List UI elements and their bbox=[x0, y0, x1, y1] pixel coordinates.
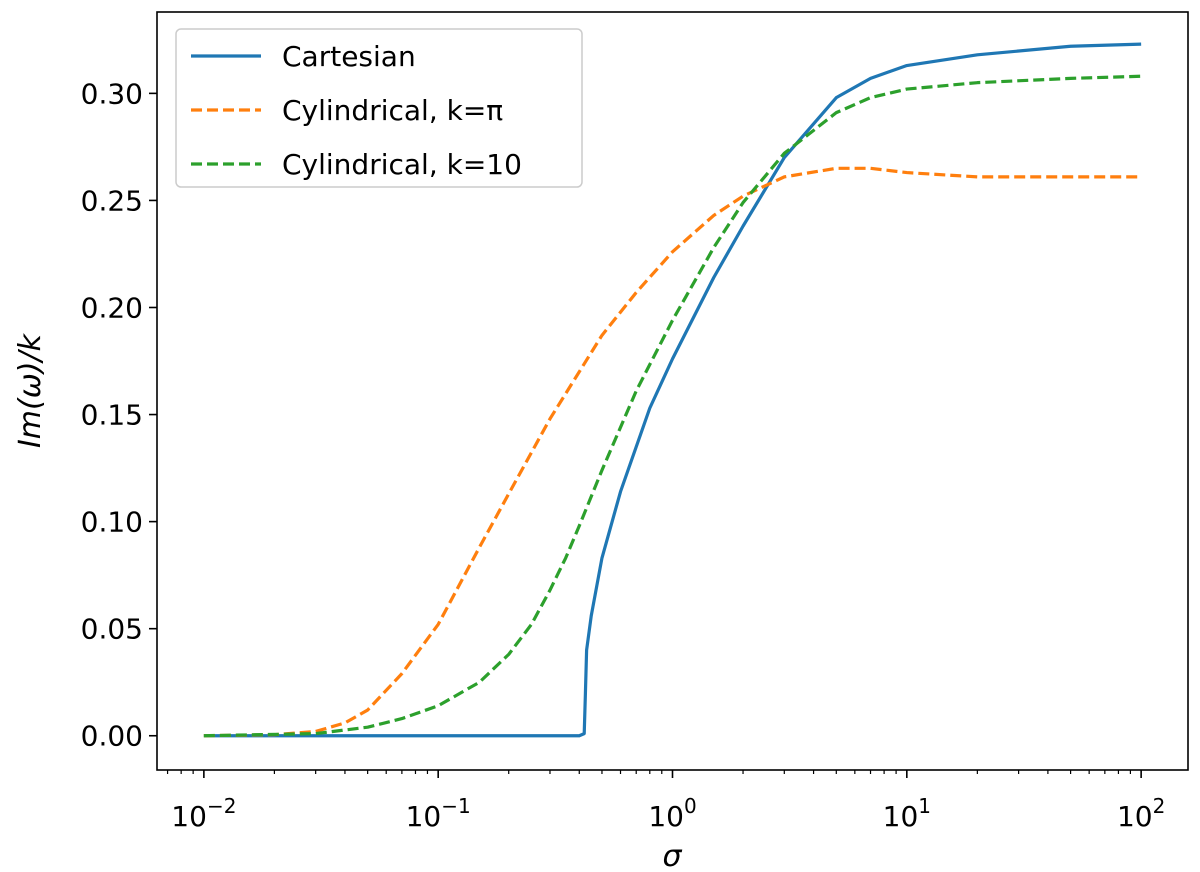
legend-box bbox=[175, 28, 583, 188]
series-layer bbox=[203, 42, 1142, 738]
y-tick-label: 0.25 bbox=[81, 184, 143, 217]
x-tick-label: 102 bbox=[1117, 794, 1165, 833]
legend-label-2: Cylindrical, k=π bbox=[282, 94, 503, 127]
y-tick-label: 0.05 bbox=[81, 613, 143, 646]
x-axis-label: σ bbox=[662, 839, 682, 872]
legend: Cartesian Cylindrical, k=π Cylindrical, k=… bbox=[175, 28, 583, 188]
x-axis-ticks: 10−2 10−1 100 101 102 bbox=[166, 770, 1165, 833]
y-tick-label: 0.10 bbox=[81, 506, 143, 539]
legend-label-1: Cartesian bbox=[282, 40, 416, 73]
x-tick-label: 101 bbox=[883, 794, 931, 833]
x-tick-label: 100 bbox=[648, 794, 696, 833]
series-line-3 bbox=[203, 74, 1142, 738]
y-tick-label: 0.30 bbox=[81, 77, 143, 110]
y-axis-label: Im(ω)/k bbox=[13, 332, 48, 448]
y-tick-label: 0.20 bbox=[81, 291, 143, 324]
x-tick-label: 10−2 bbox=[171, 794, 236, 833]
y-tick-label: 0.15 bbox=[81, 399, 143, 432]
y-tick-label: 0.00 bbox=[81, 720, 143, 753]
series-line-1 bbox=[203, 42, 1142, 738]
y-axis-ticks: 0.00 0.05 0.10 0.15 0.20 0.25 0.30 bbox=[81, 77, 157, 753]
plot-frame bbox=[156, 11, 1189, 771]
series-line-2 bbox=[203, 166, 1142, 738]
x-tick-label: 10−1 bbox=[406, 794, 471, 833]
legend-label-3: Cylindrical, k=10 bbox=[282, 148, 522, 181]
